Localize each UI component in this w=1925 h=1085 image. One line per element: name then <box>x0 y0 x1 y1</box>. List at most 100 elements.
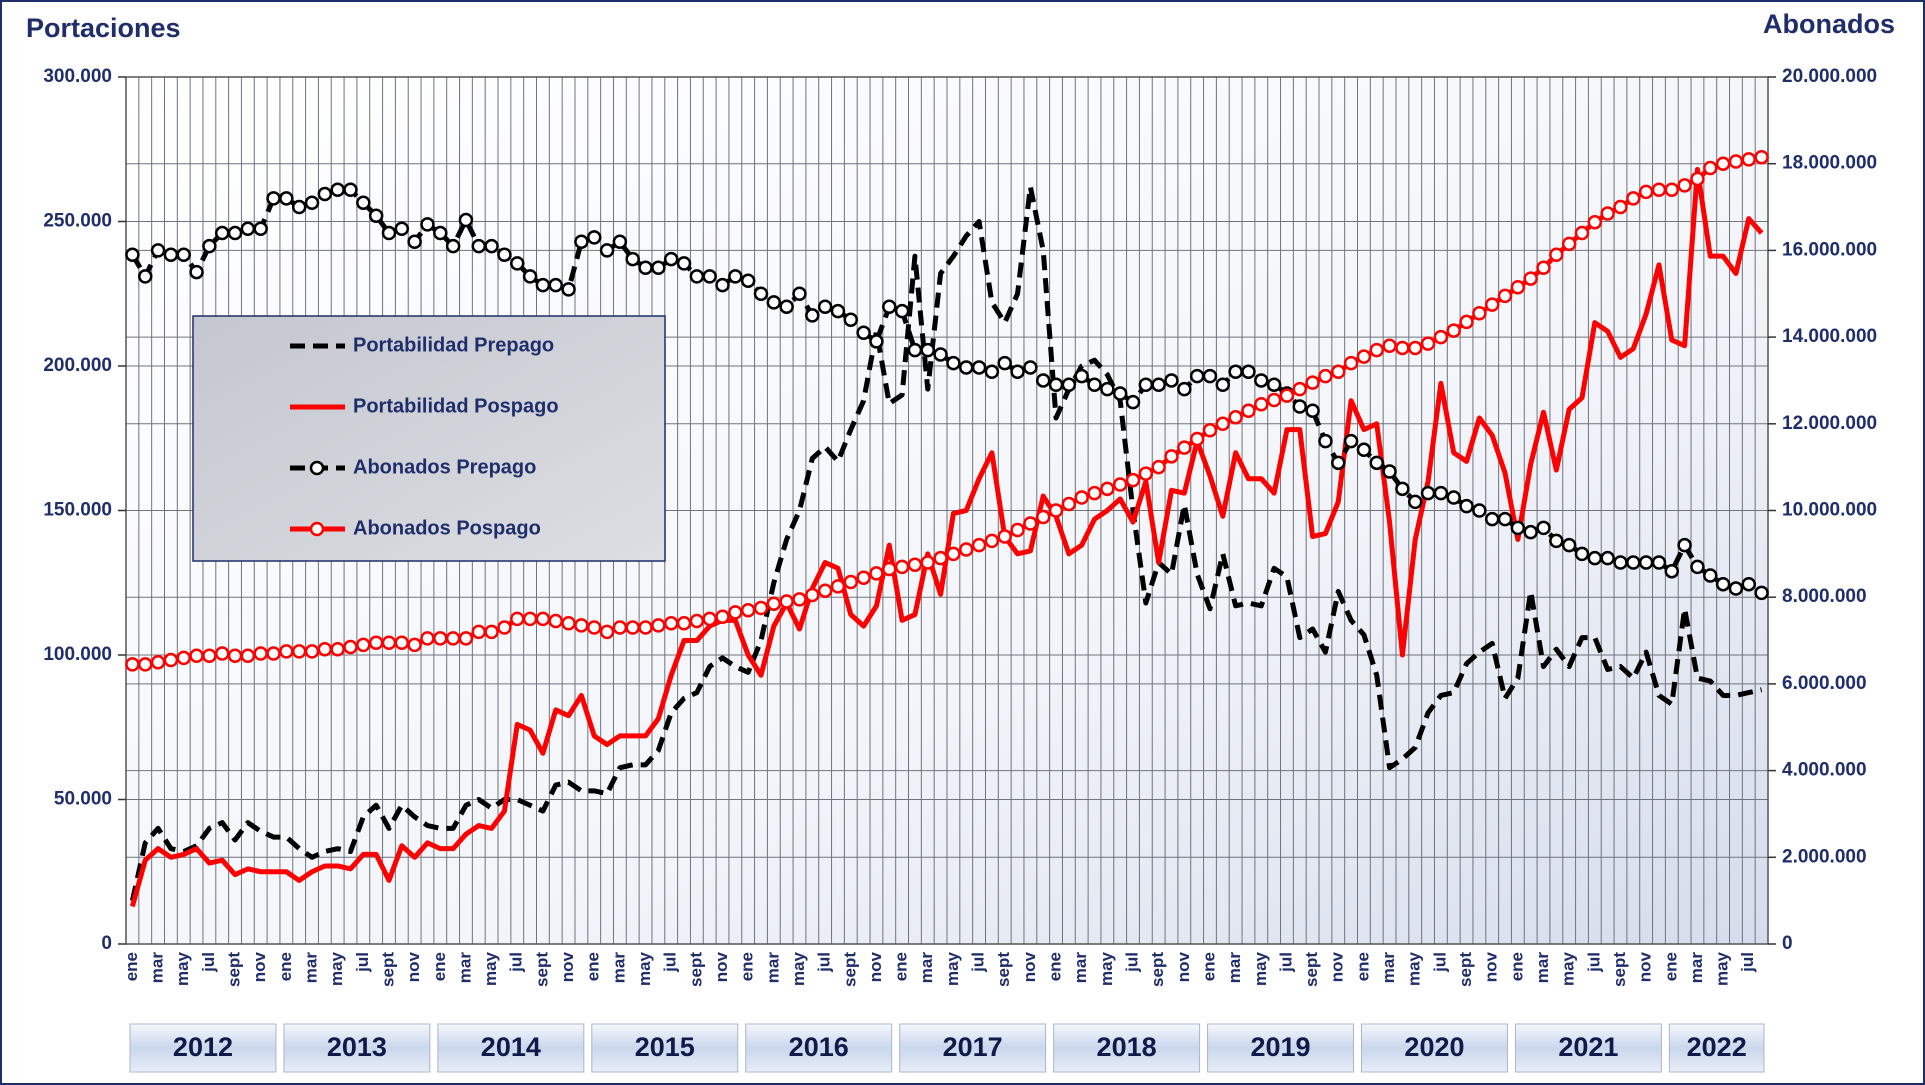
x-tick-label: jul <box>815 952 834 973</box>
x-tick-label: sept <box>840 952 859 987</box>
legend-label: Portabilidad Prepago <box>353 334 554 356</box>
point <box>638 620 653 635</box>
point <box>1600 206 1615 221</box>
x-tick-label: mar <box>1687 952 1706 984</box>
point <box>728 605 743 620</box>
legend-marker <box>309 521 325 537</box>
point <box>1561 537 1577 553</box>
point <box>1305 375 1320 390</box>
x-tick-label: nov <box>1174 951 1193 982</box>
point <box>817 583 833 598</box>
y2-tick-label: 10.000.000 <box>1782 500 1877 521</box>
point <box>599 243 615 258</box>
x-tick-label: ene <box>1046 952 1065 981</box>
year-label: 2013 <box>327 1032 387 1062</box>
point <box>1587 550 1603 566</box>
point <box>1112 477 1128 492</box>
point <box>1023 516 1038 531</box>
point <box>1382 464 1397 479</box>
x-tick-label: may <box>1405 951 1424 986</box>
point <box>394 221 410 236</box>
point <box>1459 498 1474 514</box>
point <box>882 299 897 315</box>
point <box>882 561 897 577</box>
point <box>1407 494 1423 510</box>
point <box>1523 271 1538 286</box>
x-tick-label: ene <box>1353 952 1372 981</box>
point <box>291 199 307 215</box>
point <box>1241 364 1256 380</box>
x-tick-label: may <box>481 951 500 986</box>
x-tick-label: ene <box>430 952 449 981</box>
year-label: 2016 <box>789 1032 849 1062</box>
point <box>1292 399 1308 414</box>
point <box>458 631 474 646</box>
point <box>651 260 666 275</box>
year-box <box>1668 1023 1765 1073</box>
x-tick-label: may <box>1713 951 1732 986</box>
point <box>907 557 923 572</box>
x-tick-label: sept <box>1148 952 1167 987</box>
point <box>920 555 936 570</box>
y2-tick-label: 0 <box>1782 933 1793 954</box>
point <box>1626 191 1641 206</box>
point <box>1728 581 1744 596</box>
x-tick-label: jul <box>661 952 680 973</box>
point <box>202 238 217 254</box>
point <box>946 355 961 371</box>
point <box>1472 306 1487 321</box>
point <box>561 615 576 631</box>
point <box>612 620 628 635</box>
point <box>1010 364 1025 380</box>
point <box>997 355 1012 371</box>
point <box>984 364 1000 380</box>
point <box>522 611 538 627</box>
x-tick-label: nov <box>250 951 269 982</box>
x-tick-label: jul <box>1584 952 1603 973</box>
point <box>1010 522 1025 538</box>
point <box>894 303 910 319</box>
point <box>240 221 256 236</box>
point <box>958 542 974 557</box>
x-tick-label: nov <box>1020 951 1039 982</box>
point <box>1074 368 1089 384</box>
point <box>702 269 717 284</box>
point <box>1484 511 1500 527</box>
year-box <box>1361 1023 1508 1073</box>
x-tick-label: ene <box>122 952 141 981</box>
x-tick-label: may <box>173 951 192 986</box>
point <box>1703 568 1718 583</box>
point <box>1523 524 1538 540</box>
x-tick-label: ene <box>1507 952 1526 981</box>
point <box>420 217 435 232</box>
y-tick-label: 250.000 <box>43 211 112 232</box>
point <box>805 587 820 603</box>
point <box>176 247 191 262</box>
x-tick-label: may <box>635 951 654 986</box>
point <box>1728 154 1744 169</box>
point <box>458 212 474 228</box>
point <box>1266 377 1282 393</box>
point <box>689 613 705 629</box>
point <box>1087 377 1102 393</box>
legend-label: Abonados Pospago <box>353 517 541 539</box>
point <box>638 260 653 275</box>
right-axis-title: Abonados <box>1763 9 1895 39</box>
point <box>1420 336 1436 351</box>
point <box>1125 472 1141 488</box>
year-box <box>745 1023 893 1073</box>
point <box>1510 279 1526 295</box>
point <box>1125 394 1141 410</box>
point <box>1574 546 1590 562</box>
x-tick-label: jul <box>199 952 218 973</box>
y2-tick-label: 20.000.000 <box>1782 66 1877 87</box>
point <box>125 657 140 672</box>
x-tick-label: nov <box>712 951 731 982</box>
point <box>548 277 563 293</box>
point <box>715 277 730 293</box>
point <box>381 635 397 650</box>
point <box>1420 485 1436 501</box>
y2-tick-label: 18.000.000 <box>1782 153 1877 174</box>
point <box>1638 184 1654 200</box>
